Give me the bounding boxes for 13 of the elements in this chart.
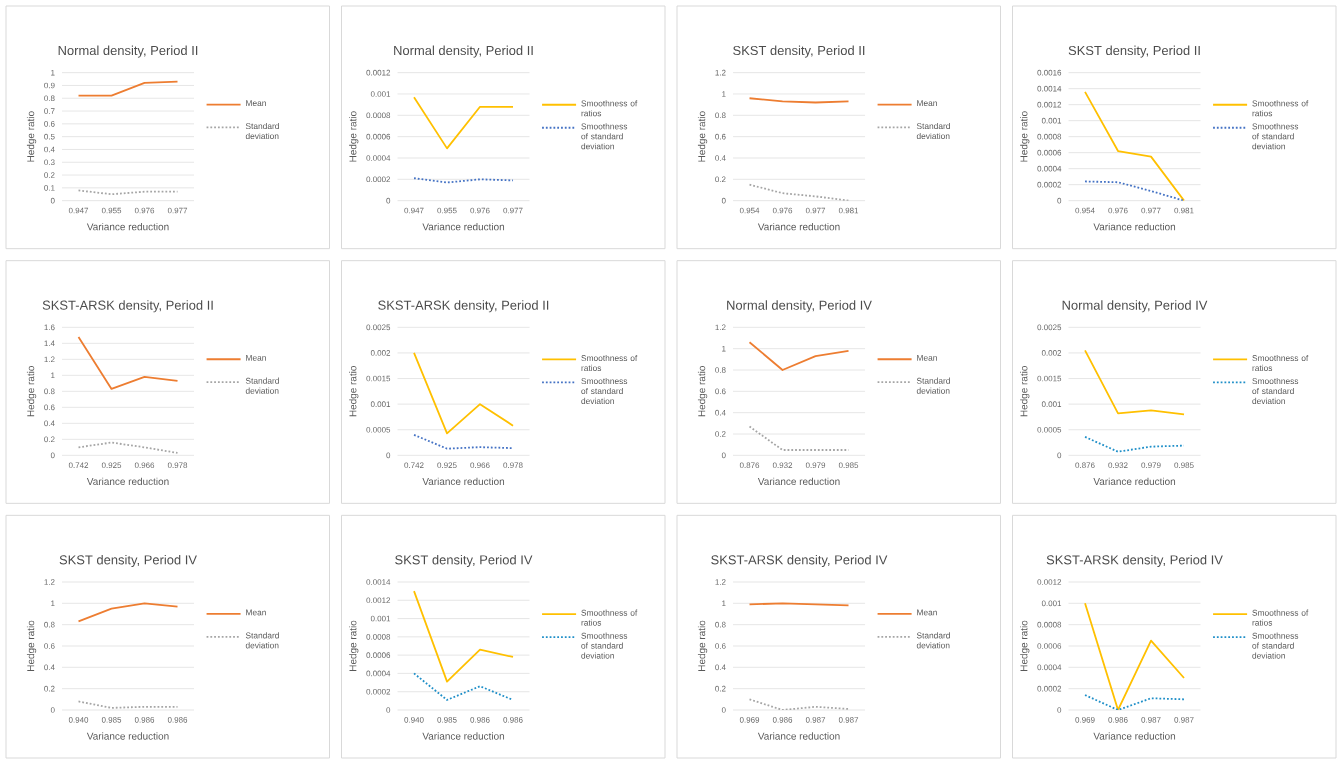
line-series — [413, 433, 514, 450]
line-series — [77, 336, 179, 390]
line-series — [1084, 349, 1185, 416]
line-series — [413, 352, 514, 435]
line-series — [77, 602, 179, 623]
line-series — [1084, 90, 1185, 201]
line-series — [413, 590, 514, 683]
line-series — [1084, 180, 1185, 201]
line-series — [1084, 694, 1185, 710]
line-series — [748, 183, 850, 201]
line-series — [1084, 602, 1185, 710]
line-series — [1084, 436, 1185, 453]
line-series — [748, 341, 850, 371]
